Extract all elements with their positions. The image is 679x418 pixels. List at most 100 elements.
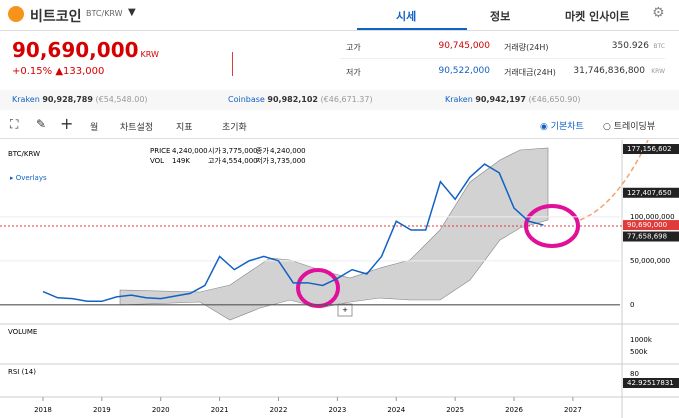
info-label: PRICE [150,147,170,155]
stats-box: 고가 90,745,000 저가 90,522,000 거래량(24H) 350… [340,36,665,86]
price-value: 90,690,000 [12,38,139,62]
projection-arrow [579,140,649,221]
chart-pair: BTC/KRW [8,150,40,158]
info-value: 3,735,000 [270,157,306,165]
stat-unit: KRW [651,68,665,75]
exchange-eur: (€46,650.90) [528,95,581,104]
exchange-price: 90,982,102 [267,95,318,104]
info-value: 4,240,000 [270,147,306,155]
info-value: 149K [172,157,190,165]
toolbar: ⛶ ✎ + 월 차트설정 지표 초기화 ◉ 기본차트 ○ 트레이딩뷰 [0,112,679,139]
y-tick-label: 50,000,000 [630,257,670,265]
chart-settings[interactable]: 차트설정 [120,123,154,133]
stat-label: 고가 [346,43,361,52]
exchange-price: 90,928,789 [42,95,93,104]
x-tick-label: 2020 [152,406,170,414]
exchange-name: Kraken [445,95,473,104]
x-tick-label: 2022 [270,406,288,414]
chart: BTC/KRW ▸ Overlays PRICE 4,240,000 VOL 149… [0,140,679,418]
exchange-eur: (€46,671.37) [320,95,373,104]
tool-cross[interactable]: + [60,114,74,133]
ohlc-info: PRICE 4,240,000 VOL 149K 시가 3,775,000 고가 4,5… [150,146,306,165]
tool-crosshair[interactable]: ⛶ [10,117,19,131]
y-tick-label: 0 [630,301,634,309]
price-tag [623,187,679,198]
x-tick-label: 2024 [387,406,405,414]
volume-title: VOLUME [8,328,37,336]
exchange-name: Coinbase [228,95,265,104]
x-tick-label: 2019 [93,406,111,414]
tradingview-label: 트레이딩뷰 [613,122,656,132]
x-tick-label: 2027 [564,406,582,414]
mini-chart [232,52,233,76]
rsi-tag [623,378,679,388]
indicators[interactable]: 지표 [176,123,193,133]
info-value: 4,554,000 [222,157,258,165]
x-tick-label: 2025 [446,406,464,414]
stat-value: 90,522,000 [438,66,490,76]
axis-panel [622,140,679,418]
x-tick-label: 2023 [328,406,346,414]
stat-value: 31,746,836,800 [573,66,645,76]
exchange-name: Kraken [12,95,40,104]
price-change: +0.15% ▲133,000 [12,66,104,77]
tab[interactable]: 정보 [490,10,511,23]
change: ▲133,000 [55,66,105,77]
exchange-row: Kraken 90,928,789 (€54,548.00) Coinbase … [0,90,679,110]
stat-label: 거래대금(24H) [504,68,556,77]
info-label: VOL [150,157,164,165]
tool-draw[interactable]: ✎ [36,117,47,131]
dropdown-arrow[interactable]: ▼ [128,7,136,18]
price-tag-label: 177,156,602 [627,145,672,153]
exchange-eur: (€54,548.00) [95,95,148,104]
tab-underline [357,28,467,30]
exchange-price: 90,942,197 [475,95,526,104]
current-price: 90,690,000 KRW [12,38,159,62]
settings-icon[interactable]: ⚙ [652,5,665,21]
info-label: 고가 [208,156,221,165]
overlays[interactable]: ▸ Overlays [10,174,47,182]
info-label: 종가 [256,146,269,155]
stat-label: 저가 [346,68,361,77]
period[interactable]: 월 [90,123,99,133]
add-button[interactable] [337,303,353,317]
price-line [42,163,544,303]
stat-label: 거래량(24H) [504,43,549,52]
price-unit: KRW [140,50,159,59]
info-label: 시가 [208,146,221,155]
stat-value: 90,745,000 [438,41,490,51]
highlight-circle [524,204,580,248]
tradingview[interactable]: ○ 트레이딩뷰 [603,122,656,132]
price-tag [623,231,679,242]
price-tag-label: 127,407,650 [627,189,672,197]
pair[interactable]: BTC/KRW [86,9,123,18]
price-tag-label: 77,658,698 [627,233,667,241]
price-tag [623,220,679,231]
top-bar: 비트코인 BTC/KRW ▼ 시세 정보 마켓 인사이트 ⚙ [0,0,679,31]
x-tick-label: 2021 [211,406,229,414]
x-tick-label: 2026 [505,406,523,414]
basic-chart[interactable]: ◉ 기본차트 [540,122,584,132]
price-tag-label: 90,690,000 [627,221,667,229]
rsi-title: RSI (14) [8,368,36,376]
reset[interactable]: 초기화 [222,123,247,133]
info-label: 저가 [256,156,269,165]
info-value: 4,240,000 [172,147,208,155]
y-tick-label: 100,000,000 [630,213,675,221]
stat-unit: BTC [653,43,665,50]
info-value: 3,775,000 [222,147,258,155]
tab[interactable]: 시세 [396,10,417,23]
x-tick-label: 2018 [34,406,52,414]
tab[interactable]: 마켓 인사이트 [565,10,630,23]
overlays-label: Overlays [16,174,47,182]
stat-value: 350.926 [611,41,649,51]
highlight-circle [296,268,340,308]
change-rate: +0.15% [12,66,53,77]
volume-tick: 500k [630,348,648,356]
volume-tick: 1000k [630,336,653,344]
divider [340,58,665,59]
coin-name: 비트코인 [30,9,82,25]
coin-icon [8,6,24,22]
add-icon: + [342,306,348,314]
